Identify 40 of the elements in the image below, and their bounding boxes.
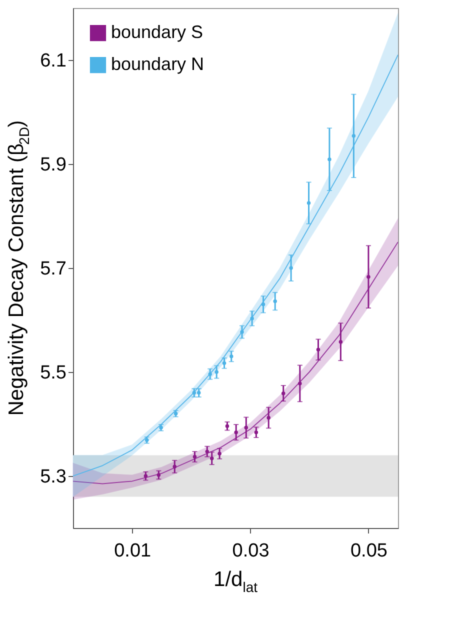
point [306, 201, 311, 205]
point [316, 348, 320, 352]
y-tick-label: 5.5 [40, 362, 66, 384]
point [338, 340, 343, 344]
point [289, 266, 293, 270]
point [225, 424, 230, 428]
point [281, 391, 286, 396]
point [250, 316, 254, 320]
y-tick-label: 5.7 [40, 258, 66, 280]
x-tick-label: 0.05 [350, 540, 388, 562]
point [328, 157, 332, 162]
point [192, 454, 197, 459]
point [156, 473, 161, 477]
point [218, 452, 222, 456]
point [222, 361, 226, 366]
legend-label: boundary S [111, 22, 204, 42]
point [366, 274, 370, 279]
point [266, 416, 270, 420]
point [298, 382, 302, 386]
point [244, 426, 248, 430]
legend-label: boundary N [111, 54, 204, 74]
point [214, 370, 218, 374]
point [205, 450, 210, 454]
point [240, 330, 244, 334]
y-axis-title: Negativity Decay Constant (β2D) [5, 120, 32, 416]
point [254, 430, 258, 434]
y-tick-label: 5.9 [40, 154, 66, 176]
point [144, 474, 148, 478]
point [208, 372, 212, 376]
point [229, 354, 234, 358]
point [273, 299, 277, 304]
y-tick-label: 6.1 [40, 50, 66, 72]
point [234, 430, 238, 434]
point [172, 464, 177, 469]
point [210, 456, 214, 460]
point [261, 302, 266, 306]
point [352, 134, 356, 138]
x-tick-label: 0.03 [232, 540, 270, 562]
x-tick-label: 0.01 [114, 540, 152, 562]
y-tick-label: 5.3 [40, 466, 66, 488]
